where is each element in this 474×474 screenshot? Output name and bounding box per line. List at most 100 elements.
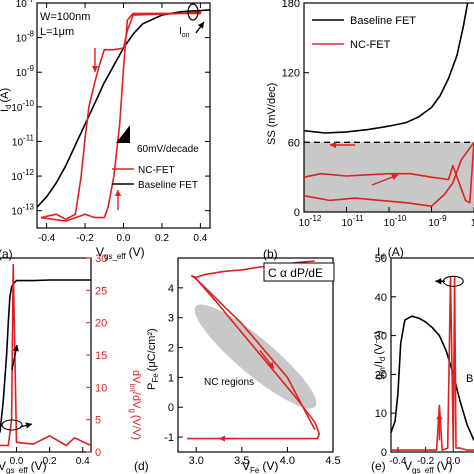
b-y-tick-label: 180 bbox=[282, 0, 300, 10]
panel-a-label: (a) bbox=[0, 247, 13, 261]
a-y-tick-label: 10-11 bbox=[12, 133, 35, 148]
b-x-tick-label: 10-8 bbox=[471, 214, 474, 229]
a-ion-annotation: Ion bbox=[179, 26, 190, 39]
a-xlabel: Vgs_eff (V) bbox=[96, 245, 145, 261]
c-red-curve bbox=[0, 263, 92, 447]
e-red-up-arrow-head bbox=[436, 413, 443, 420]
a-baseline-curve bbox=[36, 9, 211, 208]
panel-a: -0.4 -0.2 0.0 0.2 0.4 10-7 10-8 10-9 10-10 10-11 1… bbox=[11, 0, 211, 244]
e-y-tick-label: 50 bbox=[375, 253, 387, 265]
e-circle bbox=[442, 275, 464, 287]
e-y-tick-label: 20 bbox=[375, 369, 387, 381]
d-box-text: C α dP/dE bbox=[268, 266, 323, 280]
c-y-tick-label: 30 bbox=[95, 253, 107, 265]
c-x-tick-label: 0.2 bbox=[43, 456, 57, 467]
c-y-tick-label: 0 bbox=[95, 447, 101, 459]
d-x-tick-label: 4.5 bbox=[325, 455, 340, 467]
b-xlabel: Id (A) bbox=[377, 245, 404, 261]
panel-b-label: (b) bbox=[263, 247, 278, 261]
e-black-curve bbox=[390, 315, 474, 441]
d-x-tick-label: 4.0 bbox=[280, 455, 295, 467]
a-slope-triangle bbox=[116, 125, 130, 143]
a-l-annotation: L=1μm bbox=[40, 26, 74, 38]
d-y-tick-label: 0 bbox=[168, 402, 174, 414]
panel-d: 3.0 3.5 4.0 4.5 -1 0 1 2 3 4 bbox=[164, 257, 341, 467]
panel-e-label: (e) bbox=[371, 459, 386, 473]
a-x-tick-label: 0.4 bbox=[193, 233, 207, 244]
c-xlabel: Vgs_eff (V) bbox=[0, 459, 47, 474]
a-y-tick-label: 10-9 bbox=[16, 64, 35, 79]
d-loop-arrow-head bbox=[267, 361, 274, 369]
a-legend-nc: NC-FET bbox=[138, 165, 175, 176]
c-ylabel: dVint/dVg(V/V) bbox=[128, 370, 142, 440]
d-x-tick-label: 3.5 bbox=[234, 455, 249, 467]
a-ion-circle bbox=[187, 3, 199, 21]
d-x-tick-label: 3.0 bbox=[189, 455, 204, 467]
panel-b: 0 60 120 180 10-12 10-11 10-10 10-9 10-8 bbox=[282, 0, 474, 229]
a-x-tick-label: 0.2 bbox=[155, 233, 169, 244]
d-bottom-arrow-head bbox=[219, 435, 226, 442]
d-xlabel: VFe (V) bbox=[242, 459, 278, 474]
c-y-tick-label: 5 bbox=[95, 415, 101, 427]
d-y-tick-label: 3 bbox=[168, 313, 174, 325]
a-x-tick-label: -0.2 bbox=[76, 233, 94, 244]
d-y-tick-label: -1 bbox=[164, 432, 174, 444]
a-x-tick-label: -0.4 bbox=[38, 233, 56, 244]
e-x-tick-label: -0.2 bbox=[417, 456, 435, 467]
panel-d-label: (d) bbox=[134, 459, 149, 473]
d-pe-loop-inner bbox=[195, 278, 316, 430]
a-nc-fet-curve bbox=[40, 10, 202, 222]
a-x-tick-label: 0.0 bbox=[117, 233, 131, 244]
a-nc-up-arrow-head bbox=[114, 190, 122, 196]
a-slope-annotation: 60mV/decade bbox=[137, 144, 199, 155]
a-ion-arrow-head bbox=[197, 22, 204, 29]
c-x-tick-label: 0.4 bbox=[76, 456, 90, 467]
b-nc-right-arrow-head bbox=[391, 174, 398, 181]
e-partial-label: B bbox=[466, 373, 473, 385]
b-legend-base: Baseline FET bbox=[350, 15, 416, 27]
e-ylabel: gm/Id(V⁻¹) bbox=[373, 330, 387, 380]
b-x-tick-label: 10-10 bbox=[384, 214, 407, 229]
e-plot-frame bbox=[390, 257, 474, 453]
a-y-tick-label: 10-7 bbox=[16, 0, 35, 10]
a-y-tick-label: 10-8 bbox=[16, 30, 35, 45]
a-ylabel: Id(A) bbox=[0, 88, 13, 112]
b-baseline-curve bbox=[303, 2, 469, 134]
a-nc-down-arrow-head bbox=[91, 66, 99, 72]
a-w-annotation: W=100nm bbox=[40, 11, 90, 23]
b-plot-frame bbox=[303, 2, 474, 213]
b-y-tick-label: 60 bbox=[288, 137, 300, 149]
b-x-tick-label: 10-9 bbox=[428, 214, 447, 229]
c-y-tick-label: 25 bbox=[95, 285, 107, 297]
d-y-tick-label: 1 bbox=[168, 372, 174, 384]
e-red-curve bbox=[391, 276, 474, 451]
b-y-tick-label: 0 bbox=[294, 207, 300, 219]
d-box bbox=[263, 262, 335, 282]
d-plot-frame bbox=[177, 257, 334, 453]
e-y-tick-label: 10 bbox=[375, 408, 387, 420]
d-y-tick-label: 2 bbox=[168, 343, 174, 355]
e-y-tick-label: 0 bbox=[381, 447, 387, 459]
e-y-tick-label: 30 bbox=[375, 331, 387, 343]
e-xlabel: Vgs_eff (V) bbox=[404, 459, 453, 474]
c-circle-arrow-head bbox=[25, 422, 32, 429]
a-y-tick-label: 10-13 bbox=[11, 203, 34, 218]
a-legend-base: Baseline FET bbox=[138, 180, 198, 191]
e-x-tick-label: -0.4 bbox=[389, 456, 407, 467]
d-y-tick-label: 4 bbox=[168, 283, 174, 295]
d-ylabel: PFe(μC/cm²) bbox=[146, 328, 160, 390]
b-nc-fet-curve bbox=[303, 141, 474, 207]
b-x-tick-label: 10-11 bbox=[341, 214, 364, 229]
a-y-tick-label: 10-10 bbox=[11, 99, 34, 114]
b-nc-left-arrow-head bbox=[330, 141, 336, 149]
e-y-tick-label: 40 bbox=[375, 292, 387, 304]
e-x-tick-label: 0.0 bbox=[446, 456, 460, 467]
b-ylabel: SS (mV/dec) bbox=[266, 83, 278, 145]
a-y-tick-label: 10-12 bbox=[11, 168, 34, 183]
d-nc-regions: NC regions bbox=[204, 377, 254, 388]
c-x-tick-label: 0.0 bbox=[10, 456, 24, 467]
c-y-tick-label: 20 bbox=[95, 318, 107, 330]
d-nc-region-shade bbox=[194, 304, 317, 409]
c-black-arrow-head bbox=[12, 345, 19, 352]
